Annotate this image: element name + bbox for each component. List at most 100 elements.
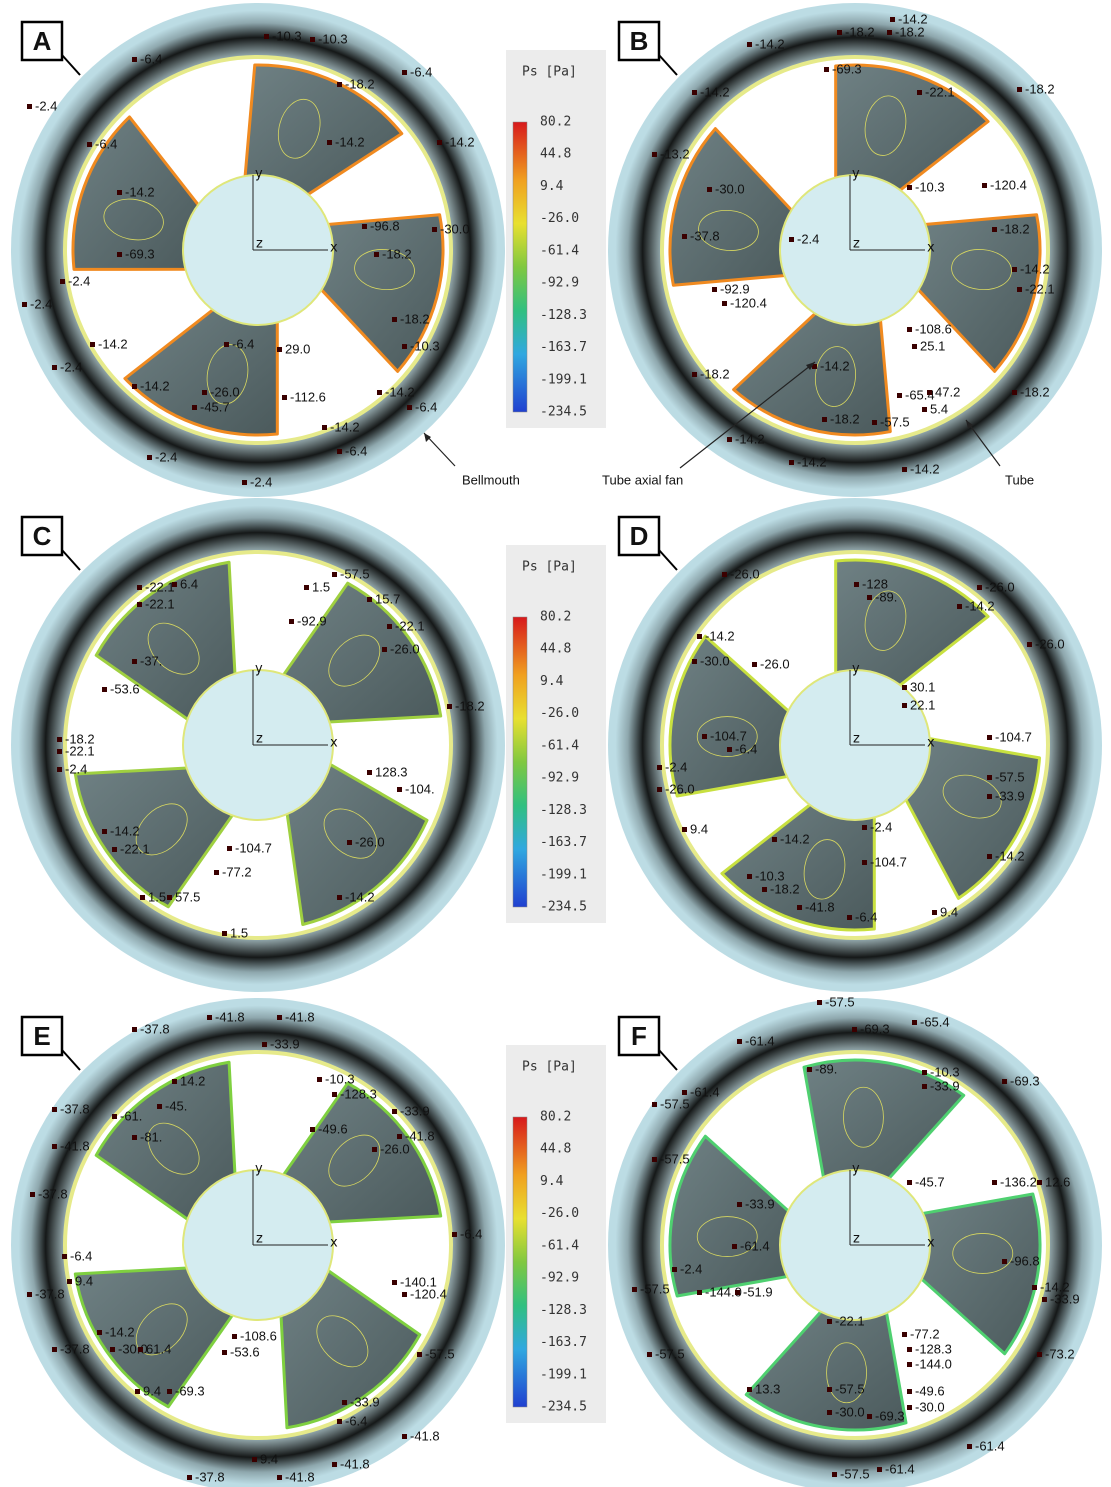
probe-marker — [1002, 1259, 1007, 1264]
colorbar-tick-label: -92.9 — [540, 771, 579, 786]
probe-marker — [57, 767, 62, 772]
pressure-label: -41.8 — [285, 1469, 315, 1484]
pressure-label: -14.2 — [700, 84, 730, 99]
probe-marker — [797, 905, 802, 910]
panels: x y z -10.3 -10.3 -6.4 -6.4 -18.2 -2.4 -14.2 -14.2… — [11, 3, 1102, 1487]
panel-letter-box — [20, 20, 64, 62]
pressure-label: -92.9 — [297, 613, 327, 628]
probe-marker — [912, 1020, 917, 1025]
probe-marker — [310, 37, 315, 42]
pressure-label: -57.5 — [425, 1346, 455, 1361]
colorbar-tick-label: -26.0 — [540, 211, 579, 226]
pressure-label: -14.2 — [385, 384, 415, 399]
probe-marker — [397, 1134, 402, 1139]
probe-marker — [282, 395, 287, 400]
probe-marker — [902, 1332, 907, 1337]
pressure-label: -14.2 — [330, 419, 360, 434]
probe-marker — [112, 847, 117, 852]
probe-marker — [837, 30, 842, 35]
pressure-label: -30.0 — [118, 1341, 148, 1356]
pressure-label: -22.1 — [65, 743, 95, 758]
colorbar-tick-label: -163.7 — [540, 1335, 587, 1350]
probe-marker — [922, 407, 927, 412]
pressure-label: -13.2 — [660, 146, 690, 161]
pressure-label: 14.2 — [180, 1073, 205, 1088]
panel: x y z -41.8 -41.8 -37.8 -33.9 14.2 -10.3-128.3 -3… — [11, 998, 505, 1487]
probe-marker — [57, 749, 62, 754]
pressure-label: -18.2 — [382, 246, 412, 261]
pressure-label: -96.8 — [1010, 1253, 1040, 1268]
probe-marker — [747, 42, 752, 47]
pressure-label: -41.8 — [340, 1456, 370, 1471]
pressure-label: 9.4 — [260, 1451, 278, 1466]
probe-marker — [632, 1287, 637, 1292]
pressure-label: -69.3 — [125, 246, 155, 261]
probe-marker — [252, 1457, 257, 1462]
pressure-label: -18.2 — [770, 881, 800, 896]
probe-marker — [402, 1434, 407, 1439]
arrow-head — [424, 433, 431, 442]
contour — [864, 95, 907, 156]
pressure-label: -57.5 — [660, 1096, 690, 1111]
pressure-label: 29.0 — [285, 341, 310, 356]
pressure-label: 12.6 — [1045, 1174, 1070, 1189]
axis-label: x — [927, 736, 935, 751]
pressure-label: -49.6 — [318, 1121, 348, 1136]
pressure-label: -14.2 — [445, 134, 475, 149]
pressure-label: -22.1 — [835, 1313, 865, 1328]
panel-letter: D — [630, 521, 649, 551]
probe-marker — [224, 342, 229, 347]
pressure-label: -61.4 — [885, 1461, 915, 1476]
contour — [864, 590, 907, 651]
probe-marker — [417, 1352, 422, 1357]
colorbar-tick-label: 9.4 — [540, 179, 564, 194]
contour — [814, 346, 856, 407]
pressure-label: -26.0 — [665, 781, 695, 796]
axis-label: x — [927, 241, 935, 256]
pressure-label: -81. — [140, 1129, 162, 1144]
probe-marker — [817, 1000, 822, 1005]
pressure-label: -22.1 — [145, 579, 175, 594]
probe-marker — [1042, 1297, 1047, 1302]
pressure-label: 1.5 — [312, 579, 330, 594]
probe-marker — [902, 467, 907, 472]
pressure-label: -6.4 — [345, 1413, 367, 1428]
colorbar-tick-label: -26.0 — [540, 1206, 579, 1221]
axis-label: x — [330, 1236, 338, 1251]
pressure-label: 1.5 — [148, 889, 166, 904]
panel-letter: F — [631, 1021, 647, 1051]
probe-marker — [707, 187, 712, 192]
contour — [942, 774, 1002, 819]
contour — [147, 622, 200, 675]
probe-marker — [167, 1389, 172, 1394]
pressure-label: -10.3 — [272, 28, 302, 43]
colorbar-bar — [512, 121, 528, 413]
probe-marker — [862, 825, 867, 830]
probe-marker — [907, 1347, 912, 1352]
colorbar-tick-label: 9.4 — [540, 1174, 564, 1189]
pressure-label: -33.9 — [995, 788, 1025, 803]
colorbar: Ps [Pa] 80.2 44.8 9.4 -26.0 -61.4 -92.9 -128.3 -… — [506, 50, 606, 428]
probe-marker — [447, 704, 452, 709]
probe-marker — [702, 734, 707, 739]
panel-letter-box — [20, 1015, 64, 1057]
pressure-label: -128.3 — [915, 1341, 952, 1356]
colorbar-tick-label: -234.5 — [540, 1400, 587, 1415]
pressure-label: -14.2 — [995, 848, 1025, 863]
probe-marker — [62, 1254, 67, 1259]
probe-marker — [657, 787, 662, 792]
probe-marker — [52, 365, 57, 370]
probe-marker — [907, 185, 912, 190]
pressure-label: -14.2 — [345, 889, 375, 904]
probe-marker — [377, 390, 382, 395]
panel-letter: E — [33, 1021, 50, 1051]
probe-marker — [117, 190, 122, 195]
panel-letter: C — [33, 521, 52, 551]
pressure-label: -14.2 — [98, 336, 128, 351]
probe-marker — [682, 827, 687, 832]
probe-marker — [812, 364, 817, 369]
probe-marker — [172, 1079, 177, 1084]
pressure-label: 1.5 — [230, 925, 248, 940]
axis-label: y — [255, 662, 263, 677]
probe-marker — [832, 1472, 837, 1477]
